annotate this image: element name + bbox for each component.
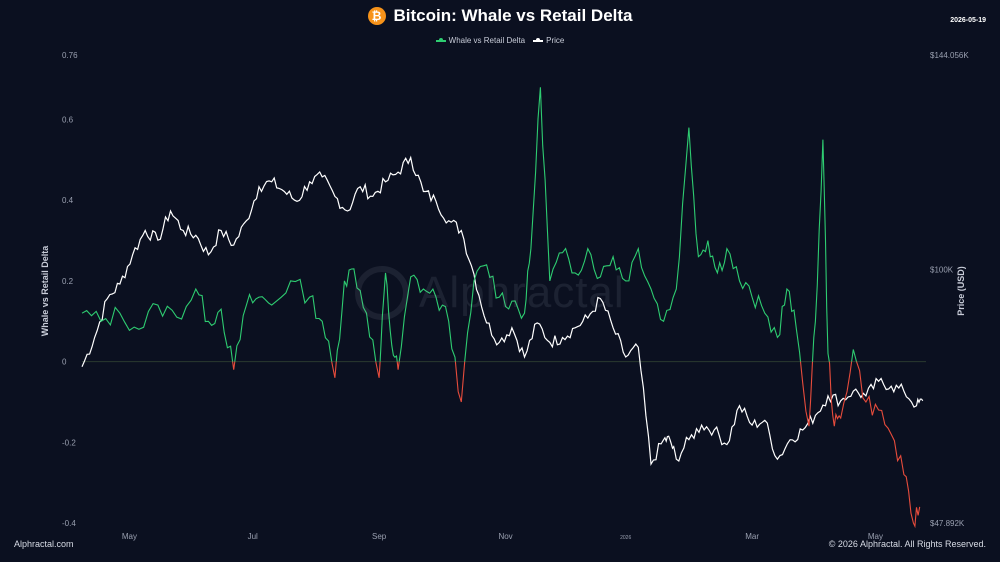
legend-marker-price xyxy=(533,38,544,42)
x-tick-label: Nov xyxy=(498,532,512,541)
y-left-tick-label: 0.2 xyxy=(62,277,74,286)
y-right-tick-label: $100K xyxy=(930,265,954,274)
legend-item-delta[interactable]: Whale vs Retail Delta xyxy=(435,36,526,45)
delta-series xyxy=(81,87,921,529)
y-right-tick-label: $47.892K xyxy=(930,519,965,528)
date-label: 2026-05-19 xyxy=(950,17,986,24)
legend-item-price[interactable]: Price xyxy=(533,36,564,45)
x-tick-label: Mar xyxy=(745,532,759,541)
delta-line-positive xyxy=(335,268,377,362)
legend-label-price: Price xyxy=(546,36,565,45)
y-left-tick-label: 0.4 xyxy=(62,196,74,205)
delta-line-negative xyxy=(855,361,921,529)
price-series xyxy=(81,155,924,466)
delta-line-positive xyxy=(398,274,456,362)
footer-site[interactable]: Alphractal.com xyxy=(14,539,74,549)
y-right-tick-label: $144.056K xyxy=(930,51,969,60)
delta-line-positive xyxy=(234,278,333,362)
delta-line-positive xyxy=(379,272,398,362)
y-left-tick-label: -0.4 xyxy=(62,519,76,528)
delta-line-negative xyxy=(375,361,381,378)
x-tick-label: 2026 xyxy=(620,535,631,541)
chart-header: ₿ Bitcoin: Whale vs Retail Delta xyxy=(0,6,1000,26)
legend-label-delta: Whale vs Retail Delta xyxy=(448,36,526,45)
price-line xyxy=(81,155,924,466)
y-axis-right-label: Price (USD) xyxy=(956,266,966,316)
footer-copyright: © 2026 Alphractal. All Rights Reserved. xyxy=(828,539,986,549)
y-axis-left-label: Whale vs Retail Delta xyxy=(40,245,50,337)
delta-line-positive xyxy=(81,287,234,362)
delta-line-positive xyxy=(851,349,858,362)
delta-line-negative xyxy=(454,361,466,403)
left-axis-ticks: 0.76 0.6 0.4 0.2 0 -0.2 -0.4 xyxy=(62,51,78,528)
x-axis-ticks: May Jul Sep Nov 2026 Mar May xyxy=(122,532,883,541)
legend-marker-delta xyxy=(435,38,446,42)
y-left-tick-label: 0.6 xyxy=(62,116,74,125)
y-left-tick-label: 0 xyxy=(62,358,67,367)
legend: Whale vs Retail Delta Price xyxy=(0,36,1000,45)
delta-line-negative xyxy=(331,361,337,378)
right-axis-ticks: $144.056K $100K $47.892K xyxy=(930,51,969,528)
x-tick-label: May xyxy=(122,532,137,541)
x-tick-label: Sep xyxy=(372,532,387,541)
delta-line-negative xyxy=(232,361,236,370)
delta-line-positive xyxy=(464,87,802,362)
delta-line-negative xyxy=(799,361,814,427)
delta-line-negative xyxy=(828,361,853,427)
y-left-tick-label: -0.2 xyxy=(62,438,76,447)
chart-title: Bitcoin: Whale vs Retail Delta xyxy=(393,6,633,25)
x-tick-label: Jul xyxy=(248,532,258,541)
x-tick-label: May xyxy=(868,532,883,541)
delta-line-negative xyxy=(396,361,400,370)
y-left-tick-label: 0.76 xyxy=(62,51,78,60)
bitcoin-icon: ₿ xyxy=(367,7,386,25)
axis-labels: Whale vs Retail Delta Price (USD) xyxy=(40,245,966,337)
delta-line-positive xyxy=(811,139,830,362)
